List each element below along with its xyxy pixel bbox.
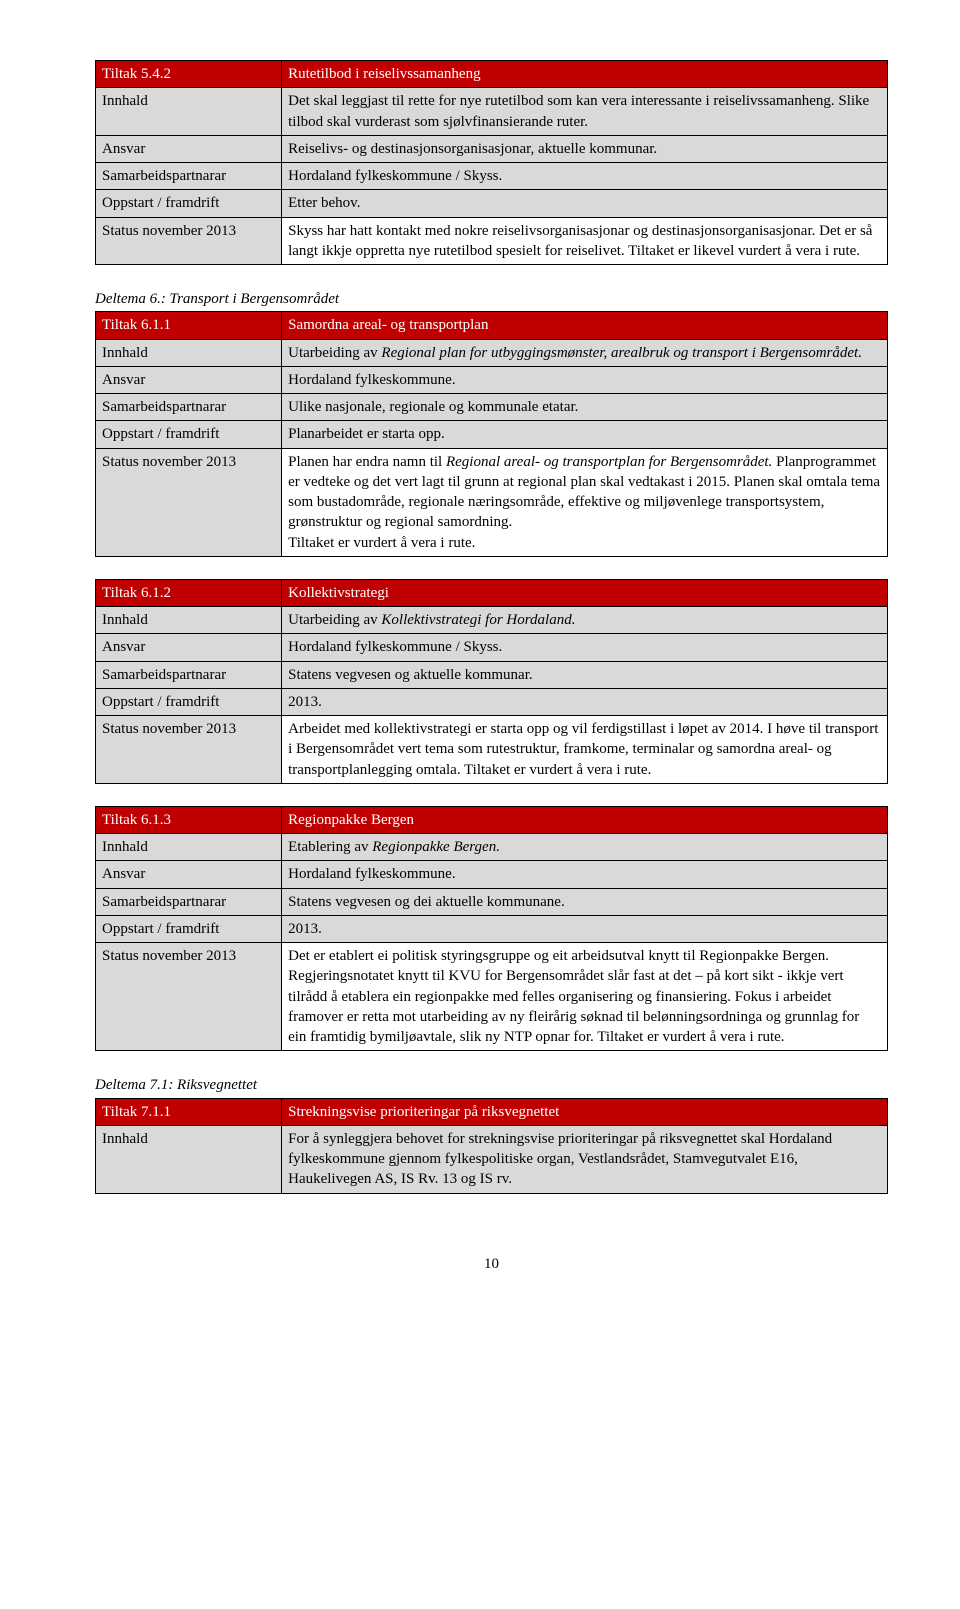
row-value: Hordaland fylkeskommune / Skyss. — [282, 163, 888, 190]
row-label: Oppstart / framdrift — [96, 688, 282, 715]
tiltak-code: Tiltak 5.4.2 — [96, 61, 282, 88]
row-label: Ansvar — [96, 135, 282, 162]
tiltak-title: Regionpakke Bergen — [282, 806, 888, 833]
row-value: 2013. — [282, 915, 888, 942]
tiltak-code: Tiltak 6.1.2 — [96, 579, 282, 606]
row-value: Det er etablert ei politisk styringsgrup… — [282, 943, 888, 1051]
row-label: Oppstart / framdrift — [96, 421, 282, 448]
row-value: Utarbeiding av Kollektivstrategi for Hor… — [282, 607, 888, 634]
tiltak-title: Samordna areal- og transportplan — [282, 312, 888, 339]
row-value: Utarbeiding av Regional plan for utbyggi… — [282, 339, 888, 366]
row-value: For å synleggjera behovet for streknings… — [282, 1125, 888, 1193]
tiltak-code: Tiltak 6.1.1 — [96, 312, 282, 339]
section-heading: Deltema 6.: Transport i Bergensområdet — [95, 289, 888, 309]
row-label: Samarbeidspartnarar — [96, 888, 282, 915]
row-value: Planarbeidet er starta opp. — [282, 421, 888, 448]
tiltak-title: Rutetilbod i reiselivssamanheng — [282, 61, 888, 88]
row-value: Arbeidet med kollektivstrategi er starta… — [282, 716, 888, 784]
row-label: Innhald — [96, 607, 282, 634]
row-label: Ansvar — [96, 634, 282, 661]
tiltak-table: Tiltak 6.1.3Regionpakke BergenInnhaldEta… — [95, 806, 888, 1052]
tiltak-table: Tiltak 6.1.1Samordna areal- og transport… — [95, 311, 888, 557]
tiltak-title: Kollektivstrategi — [282, 579, 888, 606]
tiltak-table: Tiltak 6.1.2KollektivstrategiInnhaldUtar… — [95, 579, 888, 784]
tiltak-table: Tiltak 5.4.2Rutetilbod i reiselivssamanh… — [95, 60, 888, 265]
row-label: Innhald — [96, 1125, 282, 1193]
tiltak-code: Tiltak 6.1.3 — [96, 806, 282, 833]
row-label: Innhald — [96, 88, 282, 136]
row-label: Oppstart / framdrift — [96, 190, 282, 217]
tiltak-table: Tiltak 7.1.1Strekningsvise prioriteringa… — [95, 1098, 888, 1194]
document-body: Tiltak 5.4.2Rutetilbod i reiselivssamanh… — [95, 60, 888, 1194]
row-value: Ulike nasjonale, regionale og kommunale … — [282, 394, 888, 421]
row-label: Status november 2013 — [96, 943, 282, 1051]
row-value: Etablering av Regionpakke Bergen. — [282, 834, 888, 861]
row-value: Reiselivs- og destinasjonsorganisasjonar… — [282, 135, 888, 162]
row-label: Ansvar — [96, 861, 282, 888]
row-value: Hordaland fylkeskommune. — [282, 861, 888, 888]
row-value: Hordaland fylkeskommune. — [282, 366, 888, 393]
tiltak-title: Strekningsvise prioriteringar på riksveg… — [282, 1098, 888, 1125]
page-number: 10 — [95, 1254, 888, 1274]
row-value: Det skal leggjast til rette for nye rute… — [282, 88, 888, 136]
row-value: Statens vegvesen og dei aktuelle kommuna… — [282, 888, 888, 915]
row-label: Innhald — [96, 834, 282, 861]
section-heading: Deltema 7.1: Riksvegnettet — [95, 1075, 888, 1095]
row-value: Hordaland fylkeskommune / Skyss. — [282, 634, 888, 661]
row-value: Planen har endra namn til Regional areal… — [282, 448, 888, 556]
row-value: 2013. — [282, 688, 888, 715]
row-value: Skyss har hatt kontakt med nokre reiseli… — [282, 217, 888, 265]
row-label: Samarbeidspartnarar — [96, 661, 282, 688]
row-label: Samarbeidspartnarar — [96, 394, 282, 421]
tiltak-code: Tiltak 7.1.1 — [96, 1098, 282, 1125]
row-label: Innhald — [96, 339, 282, 366]
row-value: Etter behov. — [282, 190, 888, 217]
row-label: Samarbeidspartnarar — [96, 163, 282, 190]
row-label: Status november 2013 — [96, 217, 282, 265]
row-label: Oppstart / framdrift — [96, 915, 282, 942]
row-label: Status november 2013 — [96, 448, 282, 556]
row-label: Status november 2013 — [96, 716, 282, 784]
row-value: Statens vegvesen og aktuelle kommunar. — [282, 661, 888, 688]
row-label: Ansvar — [96, 366, 282, 393]
